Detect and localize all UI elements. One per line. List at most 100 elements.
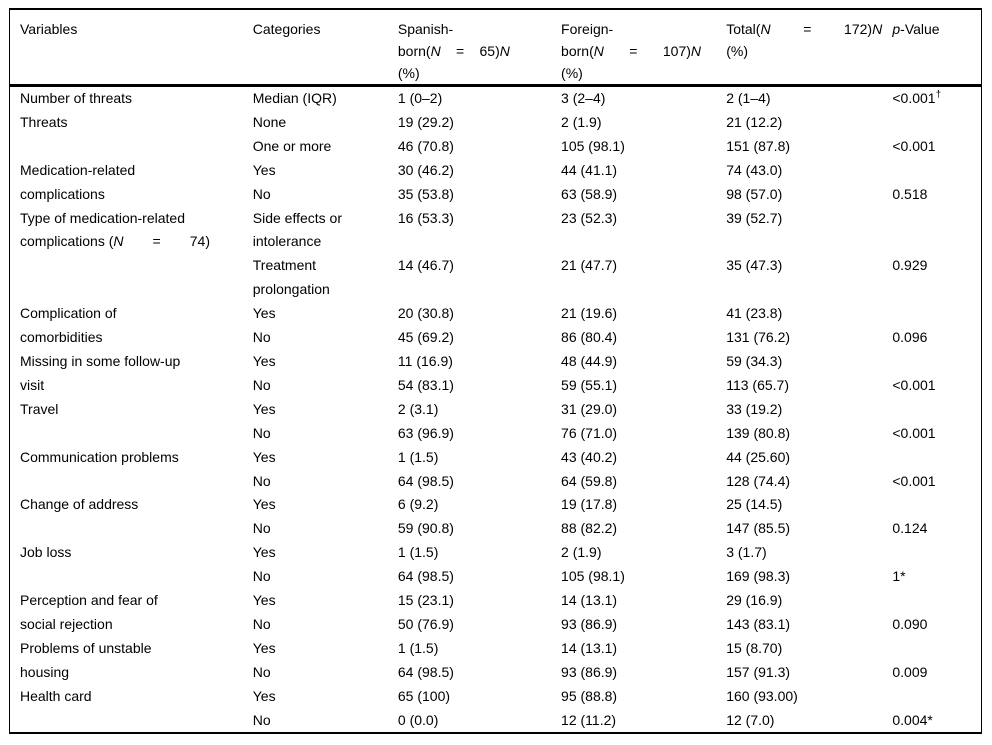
header-total-count: 172) xyxy=(844,21,873,37)
header-total-pct: (%) xyxy=(726,43,748,59)
cell-foreign-born: 3 (2–4) xyxy=(561,90,606,106)
header-total-n2: N xyxy=(872,21,883,37)
cell-spanish-born: 6 (9.2) xyxy=(397,496,439,513)
cell-pvalue xyxy=(892,159,981,183)
cell-foreign-born: 21 (19.6) xyxy=(561,305,618,322)
cell-variable: Number of threats xyxy=(20,90,133,106)
table-body: Number of threats Median (IQR) 1 (0–2) 3… xyxy=(10,86,982,734)
cell-variable: Health card xyxy=(20,687,92,704)
cell-pvalue: 0.518 xyxy=(892,185,928,202)
header-variables-label: Variables xyxy=(20,21,78,37)
cell-spanish-born: 1 (1.5) xyxy=(397,639,439,656)
header-spanish-equals: = xyxy=(456,43,465,59)
header-total-label: Total( xyxy=(726,21,761,37)
cell-pvalue: <0.001 xyxy=(892,424,936,441)
cell-category: No xyxy=(252,329,271,346)
cell-category: Yes xyxy=(252,592,276,609)
cell-spanish-born: 14 (46.7) xyxy=(397,257,454,274)
cell-pvalue: 0.004* xyxy=(892,711,933,728)
cell-spanish-born: 63 (96.9) xyxy=(397,424,454,441)
cell-total: 160 (93.00) xyxy=(726,687,798,704)
header-spanish-born-open: born(N xyxy=(398,40,441,62)
cell-foreign-born: 14 (13.1) xyxy=(561,592,618,609)
cell-foreign-born: 19 (17.8) xyxy=(561,496,618,513)
table-row: No 0 (0.0) 12 (11.2) 12 (7.0) 0.004* xyxy=(10,709,982,734)
header-categories-label: Categories xyxy=(252,21,321,37)
cell-pvalue xyxy=(892,230,981,254)
cell-total: 143 (83.1) xyxy=(726,615,791,632)
header-total-equals: = xyxy=(803,21,812,37)
cell-category: No xyxy=(252,663,271,680)
cell-total: 39 (52.7) xyxy=(726,209,783,226)
cell-category: Yes xyxy=(252,400,276,417)
cell-pvalue xyxy=(892,493,981,517)
cell-pvalue xyxy=(892,637,981,661)
cell-pvalue xyxy=(892,398,981,422)
header-variables: Variables xyxy=(10,9,253,86)
cell-foreign-born: 93 (86.9) xyxy=(561,663,618,680)
header-categories: Categories xyxy=(253,9,398,86)
cell-spanish-born: 1 (1.5) xyxy=(397,448,439,465)
cell-foreign-born: 43 (40.2) xyxy=(561,448,618,465)
cell-pvalue: 0.009 xyxy=(892,663,928,680)
cell-category: Yes xyxy=(252,161,276,178)
cell-spanish-born xyxy=(398,230,561,254)
cell-variable xyxy=(10,470,253,494)
cell-category: intolerance xyxy=(252,233,322,250)
cell-total xyxy=(726,278,892,302)
table-row: Number of threats Median (IQR) 1 (0–2) 3… xyxy=(10,86,982,111)
cell-total: 15 (8.70) xyxy=(726,639,783,656)
table-row: housing No 64 (98.5) 93 (86.9) 157 (91.3… xyxy=(10,661,982,685)
header-foreign-line1: Foreign- xyxy=(561,18,726,40)
cell-variable: visit xyxy=(20,376,45,393)
cell-category: prolongation xyxy=(252,281,330,298)
header-pvalue-suffix: -Value xyxy=(900,21,940,37)
table-row: No 64 (98.5) 105 (98.1) 169 (98.3) 1* xyxy=(10,565,982,589)
header-foreign-count-group: 107)N xyxy=(663,40,701,62)
header-spanish-count-group: 65)N xyxy=(480,40,510,62)
cell-total: 25 (14.5) xyxy=(726,496,783,513)
cell-foreign-born: 86 (80.4) xyxy=(561,329,618,346)
cell-total: 131 (76.2) xyxy=(726,329,791,346)
table-row: No 59 (90.8) 88 (82.2) 147 (85.5) 0.124 xyxy=(10,517,982,541)
cell-spanish-born: 19 (29.2) xyxy=(397,113,454,130)
cell-pvalue: 0.090 xyxy=(892,615,928,632)
cell-pvalue xyxy=(892,589,981,613)
cell-total: 3 (1.7) xyxy=(726,544,767,561)
cell-total: 113 (65.7) xyxy=(726,376,789,393)
table-row: visit No 54 (83.1) 59 (55.1) 113 (65.7) … xyxy=(10,374,982,398)
table-row: Job loss Yes 1 (1.5) 2 (1.9) 3 (1.7) xyxy=(10,541,982,565)
cell-foreign-born: 95 (88.8) xyxy=(561,687,618,704)
cell-variable xyxy=(10,254,253,278)
table-row: prolongation xyxy=(10,278,982,302)
cell-category: No xyxy=(252,424,271,441)
cell-foreign-born xyxy=(561,230,726,254)
cell-pvalue: <0.001 xyxy=(892,472,936,489)
cell-total: 35 (47.3) xyxy=(726,257,783,274)
cell-variable xyxy=(10,565,253,589)
cell-spanish-born: 46 (70.8) xyxy=(397,137,454,154)
header-spanish-line2: born(N = 65)N xyxy=(398,40,510,62)
cell-variable: Type of medication-related xyxy=(20,209,185,226)
header-foreign-n2: N xyxy=(690,43,702,59)
cell-spanish-born: 54 (83.1) xyxy=(397,376,454,393)
cell-variable: social rejection xyxy=(20,615,113,632)
header-foreign-count: 107) xyxy=(662,43,691,59)
cell-category: Yes xyxy=(252,448,276,465)
header-pvalue-p: p xyxy=(892,21,901,37)
table-row: Change of address Yes 6 (9.2) 19 (17.8) … xyxy=(10,493,982,517)
table-row: One or more 46 (70.8) 105 (98.1) 151 (87… xyxy=(10,135,982,159)
cell-foreign-born: 48 (44.9) xyxy=(561,352,618,369)
cell-variable: complications (N = 74) xyxy=(10,230,253,254)
cell-total: 151 (87.8) xyxy=(726,137,791,154)
cell-category: Yes xyxy=(252,352,276,369)
cell-pvalue xyxy=(892,446,981,470)
cell-spanish-born: 0 (0.0) xyxy=(397,711,439,728)
cell-foreign-born: 93 (86.9) xyxy=(561,615,618,632)
cell-category: No xyxy=(252,472,271,489)
cell-spanish-born: 35 (53.8) xyxy=(397,185,454,202)
cell-total: 74 (43.0) xyxy=(726,161,783,178)
header-total-open: Total(N xyxy=(726,18,770,40)
header-foreign-born-text: born( xyxy=(561,43,594,59)
cell-spanish-born: 15 (23.1) xyxy=(397,592,454,609)
